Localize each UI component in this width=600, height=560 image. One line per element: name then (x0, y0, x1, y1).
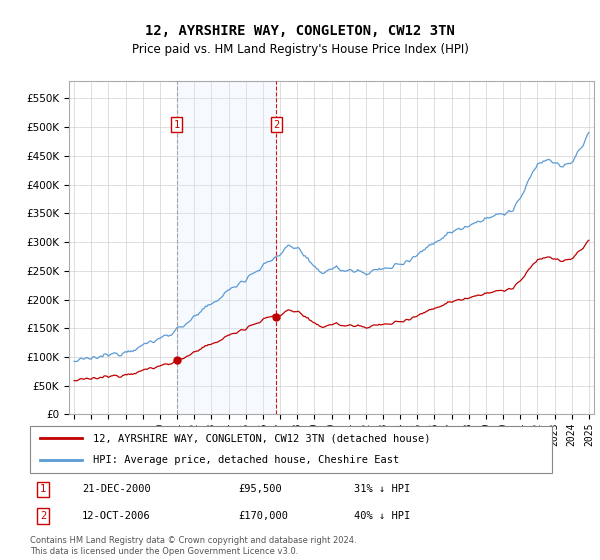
Text: 1: 1 (173, 119, 179, 129)
Text: £95,500: £95,500 (239, 484, 283, 494)
Text: 2: 2 (274, 119, 280, 129)
Bar (176, 81, 277, 414)
Text: Price paid vs. HM Land Registry's House Price Index (HPI): Price paid vs. HM Land Registry's House … (131, 43, 469, 56)
Text: 21-DEC-2000: 21-DEC-2000 (82, 484, 151, 494)
Text: 12, AYRSHIRE WAY, CONGLETON, CW12 3TN: 12, AYRSHIRE WAY, CONGLETON, CW12 3TN (145, 24, 455, 38)
Text: 40% ↓ HPI: 40% ↓ HPI (353, 511, 410, 521)
Text: Contains HM Land Registry data © Crown copyright and database right 2024.
This d: Contains HM Land Registry data © Crown c… (30, 536, 356, 556)
Text: 2: 2 (40, 511, 46, 521)
Text: HPI: Average price, detached house, Cheshire East: HPI: Average price, detached house, Ches… (92, 455, 399, 465)
Text: £170,000: £170,000 (239, 511, 289, 521)
Text: 12-OCT-2006: 12-OCT-2006 (82, 511, 151, 521)
Text: 12, AYRSHIRE WAY, CONGLETON, CW12 3TN (detached house): 12, AYRSHIRE WAY, CONGLETON, CW12 3TN (d… (92, 433, 430, 444)
FancyBboxPatch shape (30, 426, 552, 473)
Text: 31% ↓ HPI: 31% ↓ HPI (353, 484, 410, 494)
Text: 1: 1 (40, 484, 46, 494)
